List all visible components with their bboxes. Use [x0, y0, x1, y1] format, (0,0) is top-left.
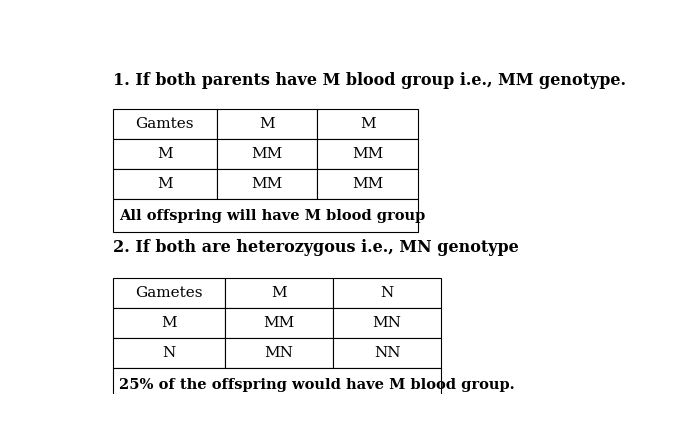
FancyBboxPatch shape	[225, 308, 333, 338]
Text: N: N	[380, 286, 394, 300]
FancyBboxPatch shape	[113, 170, 217, 199]
Text: Gametes: Gametes	[135, 286, 203, 300]
FancyBboxPatch shape	[225, 338, 333, 368]
FancyBboxPatch shape	[317, 170, 418, 199]
Text: M: M	[360, 117, 376, 132]
FancyBboxPatch shape	[333, 308, 441, 338]
Text: MN: MN	[373, 316, 402, 330]
Text: M: M	[271, 286, 287, 300]
FancyBboxPatch shape	[113, 368, 441, 401]
FancyBboxPatch shape	[217, 109, 317, 140]
FancyBboxPatch shape	[225, 278, 333, 308]
FancyBboxPatch shape	[113, 338, 225, 368]
FancyBboxPatch shape	[113, 109, 217, 140]
Text: 2. If both are heterozygous i.e., MN genotype: 2. If both are heterozygous i.e., MN gen…	[113, 239, 519, 256]
Text: 25% of the offspring would have M blood group.: 25% of the offspring would have M blood …	[119, 377, 515, 392]
Text: MM: MM	[352, 148, 383, 161]
Text: MN: MN	[264, 346, 293, 360]
Text: MM: MM	[263, 316, 294, 330]
FancyBboxPatch shape	[113, 278, 225, 308]
Text: MM: MM	[251, 178, 283, 191]
FancyBboxPatch shape	[333, 338, 441, 368]
Text: N: N	[162, 346, 175, 360]
Text: NN: NN	[374, 346, 400, 360]
FancyBboxPatch shape	[333, 278, 441, 308]
FancyBboxPatch shape	[217, 170, 317, 199]
FancyBboxPatch shape	[113, 199, 418, 232]
Text: M: M	[157, 148, 172, 161]
Text: M: M	[259, 117, 275, 132]
Text: 1. If both parents have M blood group i.e., MM genotype.: 1. If both parents have M blood group i.…	[113, 72, 626, 89]
FancyBboxPatch shape	[113, 308, 225, 338]
FancyBboxPatch shape	[317, 140, 418, 170]
Text: MM: MM	[251, 148, 283, 161]
Text: M: M	[157, 178, 172, 191]
Text: M: M	[161, 316, 176, 330]
Text: Gamtes: Gamtes	[135, 117, 194, 132]
FancyBboxPatch shape	[217, 140, 317, 170]
FancyBboxPatch shape	[113, 140, 217, 170]
Text: MM: MM	[352, 178, 383, 191]
Text: All offspring will have M blood group: All offspring will have M blood group	[119, 209, 425, 223]
FancyBboxPatch shape	[317, 109, 418, 140]
